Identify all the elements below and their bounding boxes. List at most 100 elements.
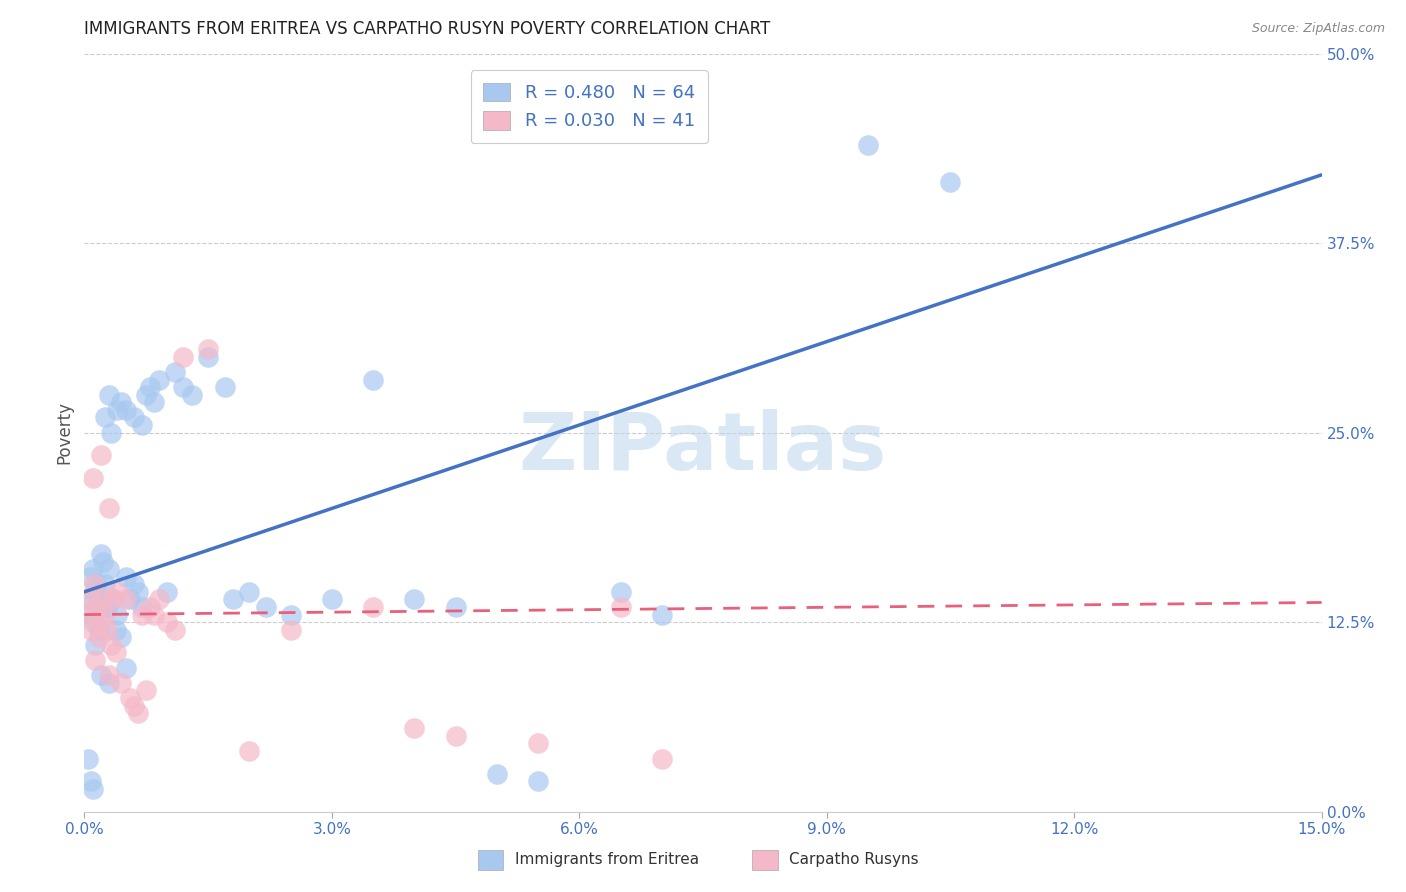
- Point: [139, 380, 162, 394]
- Point: [165, 365, 187, 379]
- Point: [122, 698, 145, 713]
- Point: [110, 395, 132, 409]
- Point: [105, 585, 128, 599]
- Point: [79, 607, 101, 622]
- Point: [87, 592, 110, 607]
- Point: [114, 570, 136, 584]
- Point: [87, 615, 110, 630]
- Point: [139, 600, 162, 615]
- Point: [86, 607, 108, 622]
- Point: [114, 660, 136, 675]
- Point: [609, 585, 631, 599]
- Text: IMMIGRANTS FROM ERITREA VS CARPATHO RUSYN POVERTY CORRELATION CHART: IMMIGRANTS FROM ERITREA VS CARPATHO RUSY…: [84, 21, 770, 38]
- Point: [135, 683, 157, 698]
- Point: [98, 668, 121, 682]
- Point: [104, 623, 127, 637]
- Point: [100, 425, 122, 440]
- Point: [104, 646, 127, 660]
- Point: [527, 774, 550, 789]
- Point: [98, 676, 121, 690]
- Point: [100, 638, 122, 652]
- Point: [404, 721, 426, 735]
- Point: [98, 562, 121, 576]
- Point: [131, 600, 153, 615]
- Point: [83, 585, 105, 599]
- Point: [84, 653, 107, 667]
- Point: [280, 607, 302, 622]
- Text: Immigrants from Eritrea: Immigrants from Eritrea: [515, 853, 699, 867]
- Point: [156, 615, 179, 630]
- Point: [91, 554, 114, 569]
- Point: [77, 592, 100, 607]
- Point: [94, 607, 117, 622]
- Point: [82, 615, 104, 630]
- Point: [80, 774, 103, 789]
- Point: [84, 638, 107, 652]
- Point: [143, 607, 166, 622]
- Point: [180, 387, 202, 401]
- Point: [96, 623, 118, 637]
- Point: [222, 592, 245, 607]
- Point: [122, 410, 145, 425]
- Point: [197, 343, 219, 357]
- Point: [148, 592, 170, 607]
- Point: [172, 350, 194, 364]
- Point: [105, 403, 128, 417]
- Point: [122, 577, 145, 591]
- Point: [110, 676, 132, 690]
- Point: [103, 592, 125, 607]
- Point: [82, 562, 104, 576]
- Point: [321, 592, 343, 607]
- Point: [131, 417, 153, 433]
- Point: [485, 767, 508, 781]
- Point: [651, 607, 673, 622]
- Point: [404, 592, 426, 607]
- Point: [80, 607, 103, 622]
- Point: [856, 137, 879, 152]
- Point: [90, 600, 112, 615]
- Point: [114, 592, 136, 607]
- Point: [80, 623, 103, 637]
- Point: [91, 592, 114, 607]
- Legend: R = 0.480   N = 64, R = 0.030   N = 41: R = 0.480 N = 64, R = 0.030 N = 41: [471, 70, 707, 143]
- Point: [114, 403, 136, 417]
- Point: [165, 623, 187, 637]
- Point: [90, 668, 112, 682]
- Point: [79, 570, 101, 584]
- Point: [238, 744, 260, 758]
- Point: [939, 175, 962, 190]
- Point: [280, 623, 302, 637]
- Point: [238, 585, 260, 599]
- Point: [361, 600, 384, 615]
- Point: [103, 592, 125, 607]
- Point: [82, 781, 104, 797]
- Point: [148, 373, 170, 387]
- Text: Source: ZipAtlas.com: Source: ZipAtlas.com: [1251, 22, 1385, 36]
- Point: [197, 350, 219, 364]
- Y-axis label: Poverty: Poverty: [55, 401, 73, 464]
- Point: [86, 600, 108, 615]
- Point: [118, 592, 141, 607]
- Point: [90, 547, 112, 561]
- Point: [89, 623, 111, 637]
- Point: [609, 600, 631, 615]
- Text: Carpatho Rusyns: Carpatho Rusyns: [789, 853, 918, 867]
- Point: [135, 387, 157, 401]
- Point: [110, 630, 132, 644]
- Point: [86, 577, 108, 591]
- Text: ZIPatlas: ZIPatlas: [519, 409, 887, 487]
- Point: [98, 501, 121, 516]
- Point: [254, 600, 277, 615]
- Point: [89, 630, 111, 644]
- Point: [94, 577, 117, 591]
- Point: [127, 706, 149, 721]
- Point: [90, 449, 112, 463]
- Point: [214, 380, 236, 394]
- Point: [172, 380, 194, 394]
- Point: [651, 751, 673, 765]
- Point: [83, 577, 105, 591]
- Point: [82, 471, 104, 485]
- Point: [131, 607, 153, 622]
- Point: [105, 607, 128, 622]
- Point: [143, 395, 166, 409]
